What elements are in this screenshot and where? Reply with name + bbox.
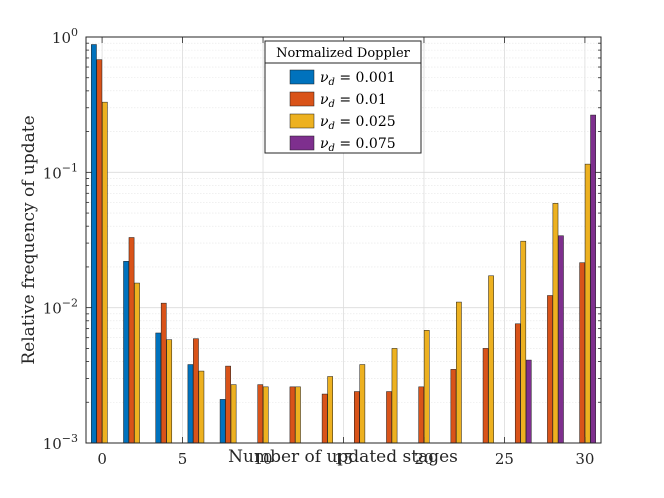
legend-entry-label: νd = 0.01 xyxy=(320,92,387,110)
bar xyxy=(482,348,489,444)
x-tick-label: 30 xyxy=(575,450,594,468)
y-tick-label: 10−1 xyxy=(43,161,78,182)
ticks: 10−3 10−2 10−1 100 0 5 10 15 20 25 30 xyxy=(43,26,601,468)
bar xyxy=(262,386,269,444)
y-axis-title: Relative frequency of update xyxy=(19,115,39,364)
bar xyxy=(91,44,97,444)
legend-entry-label: νd = 0.075 xyxy=(320,136,396,154)
bar xyxy=(525,359,532,444)
y-tick-label: 10−2 xyxy=(43,297,78,318)
bar xyxy=(359,364,366,444)
bar xyxy=(391,348,398,444)
bar xyxy=(128,237,135,444)
bar xyxy=(514,323,521,444)
legend-box xyxy=(264,40,422,154)
bar xyxy=(155,332,162,444)
bar xyxy=(96,59,103,444)
bars xyxy=(91,44,596,444)
legend-swatch xyxy=(289,69,315,85)
x-tick-label: 5 xyxy=(178,450,188,468)
x-tick-label: 15 xyxy=(334,450,353,468)
x-tick-label: 0 xyxy=(97,450,107,468)
bar xyxy=(295,386,301,444)
bar xyxy=(418,386,425,444)
x-tick-label: 20 xyxy=(414,450,433,468)
x-axis-title: Number of updated stages xyxy=(228,447,458,467)
bar xyxy=(450,369,457,444)
bar xyxy=(102,101,108,444)
x-tick-label: 25 xyxy=(495,450,514,468)
y-tick-label: 100 xyxy=(52,26,78,47)
bar xyxy=(488,275,494,444)
bar xyxy=(456,301,462,444)
legend-entry-label: νd = 0.025 xyxy=(320,114,396,132)
legend-swatch xyxy=(289,113,315,129)
bar xyxy=(198,370,205,444)
bar xyxy=(160,302,167,444)
bar xyxy=(166,339,173,444)
legend-swatch xyxy=(289,135,315,151)
bar xyxy=(354,391,360,444)
bar xyxy=(289,386,296,444)
legend-swatch xyxy=(289,91,315,107)
bar xyxy=(547,295,553,444)
x-tick-label: 10 xyxy=(253,450,272,468)
bar xyxy=(590,114,596,444)
bar xyxy=(219,399,226,444)
bar xyxy=(134,282,140,444)
bar xyxy=(558,235,564,444)
bar xyxy=(327,376,333,444)
bar xyxy=(257,384,264,444)
bar xyxy=(321,393,328,444)
bar xyxy=(386,391,392,444)
bar xyxy=(193,338,199,444)
bar xyxy=(423,330,430,444)
bar xyxy=(552,203,559,444)
y-tick-label: 10−3 xyxy=(43,432,78,453)
bar xyxy=(584,163,591,444)
bar xyxy=(230,384,237,444)
bar xyxy=(123,261,129,444)
bar xyxy=(187,364,194,444)
legend-title: Normalized Doppler xyxy=(276,46,411,61)
bar xyxy=(225,365,231,444)
legend-entries: νd = 0.001 νd = 0.01 νd = 0.025 νd = 0.075 xyxy=(289,69,396,154)
bar xyxy=(520,240,527,444)
bar xyxy=(579,262,585,444)
legend-entry-label: νd = 0.001 xyxy=(320,70,396,88)
